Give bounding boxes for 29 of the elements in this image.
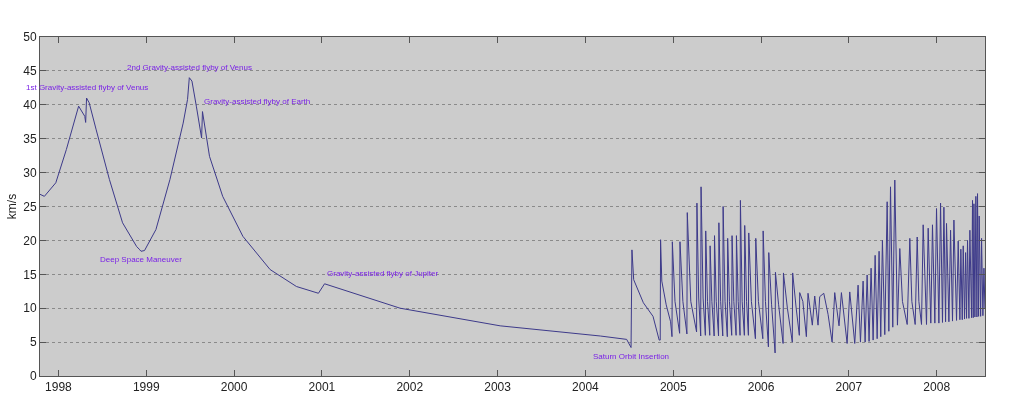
y-tick-label: 35 xyxy=(23,131,37,146)
x-tick-label: 2004 xyxy=(572,380,600,395)
annotation: Gravity-assisted flyby of Earth xyxy=(204,97,311,106)
annotation: Saturn Orbit Insertion xyxy=(593,352,670,361)
line-series xyxy=(40,77,985,354)
annotation: 2nd Gravity-assisted flyby of Venus xyxy=(127,63,252,72)
x-tick-label: 2006 xyxy=(747,380,775,395)
x-tick-label: 2002 xyxy=(396,380,424,395)
y-tick-label: 30 xyxy=(23,165,37,180)
x-tick-label: 2008 xyxy=(923,380,951,395)
y-tick-label: 45 xyxy=(23,64,37,79)
y-axis-title: km/s xyxy=(4,193,19,220)
annotation: Gravity-assisted flyby of Jupiter xyxy=(327,269,439,278)
y-tick-label: 40 xyxy=(23,98,37,112)
annotation: Deep Space Maneuver xyxy=(100,255,183,264)
y-tick-label: 50 xyxy=(23,30,37,45)
x-tick-label: 2005 xyxy=(659,380,687,395)
y-tick-label: 10 xyxy=(23,301,37,316)
y-tick-label: 25 xyxy=(23,199,37,214)
y-tick-label: 20 xyxy=(23,233,37,248)
x-tick-label: 1999 xyxy=(132,380,160,395)
x-tick-label: 2007 xyxy=(835,380,863,395)
y-tick-label: 0 xyxy=(29,369,37,384)
y-tick-label: 15 xyxy=(23,267,37,282)
x-tick-label: 1998 xyxy=(45,380,73,395)
x-tick-label: 2000 xyxy=(220,380,248,395)
y-tick-label: 5 xyxy=(29,335,37,350)
x-tick-label: 2003 xyxy=(484,380,512,395)
x-tick-label: 2001 xyxy=(308,380,336,395)
